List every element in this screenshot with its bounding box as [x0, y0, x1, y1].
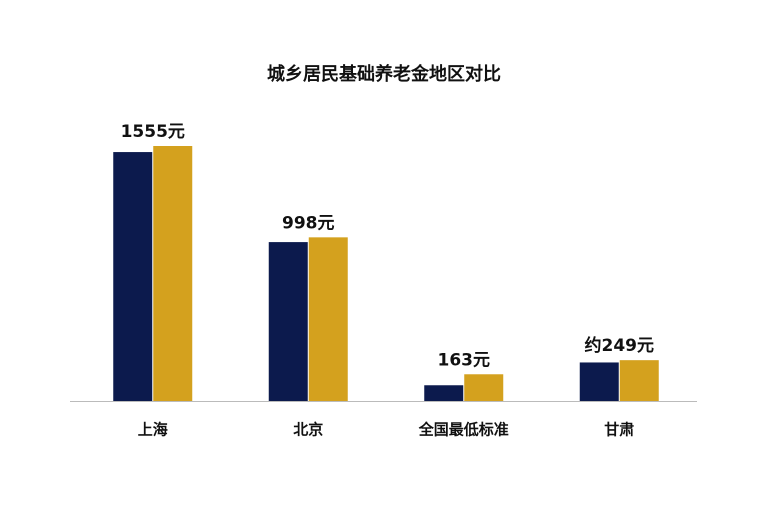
value-label: 998元 — [282, 213, 335, 233]
bar — [308, 237, 348, 401]
bar — [464, 374, 504, 401]
bar — [153, 146, 193, 401]
bar — [619, 360, 659, 401]
chart-title: 城乡居民基础养老金地区对比 — [267, 63, 501, 85]
x-tick-label: 上海 — [138, 421, 168, 439]
x-tick-label: 甘肃 — [604, 421, 634, 439]
x-tick-label: 全国最低标准 — [418, 421, 509, 439]
x-tick-label: 北京 — [293, 421, 323, 439]
value-label: 1555元 — [121, 122, 185, 142]
bar — [268, 242, 308, 401]
value-label: 163元 — [438, 350, 491, 370]
value-label: 约249元 — [585, 335, 655, 356]
bar — [579, 362, 619, 401]
bar — [424, 385, 464, 401]
bar — [113, 152, 153, 401]
